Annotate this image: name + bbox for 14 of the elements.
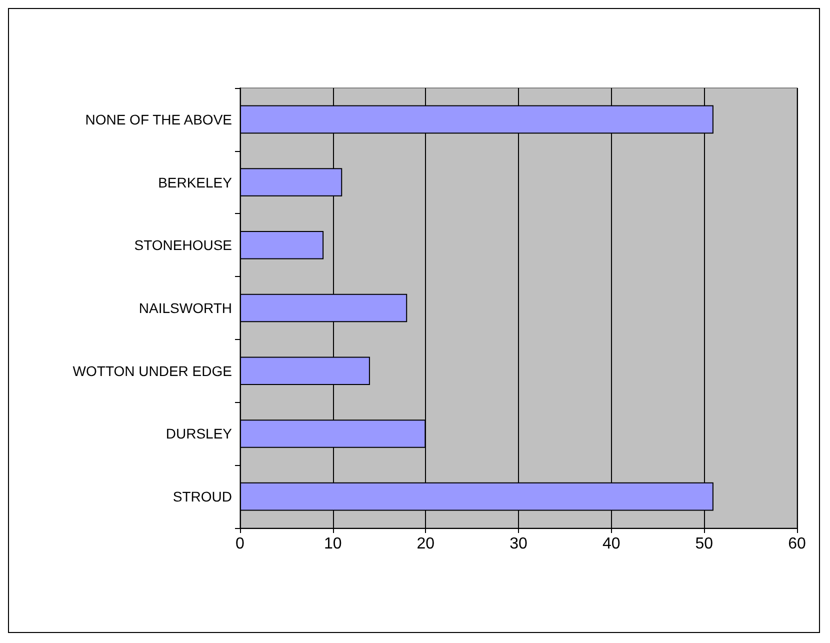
x-tick-label: 20 [416, 536, 435, 552]
x-tick-label: 50 [695, 536, 714, 552]
y-tick-label: DURSLEY [166, 426, 233, 442]
y-tick-label: WOTTON UNDER EDGE [72, 362, 232, 379]
x-tick-label: 0 [236, 536, 245, 552]
x-tick-label: 60 [788, 536, 806, 552]
x-tick-label: 30 [510, 536, 528, 552]
y-tick-label: STROUD [172, 488, 232, 505]
x-tick-label: 40 [602, 536, 620, 552]
y-tick-label: NONE OF THE ABOVE [85, 111, 232, 128]
y-tick-label: NAILSWORTH [138, 300, 232, 316]
y-tick-label: STONEHOUSE [134, 237, 232, 254]
y-tick-label: BERKELEY [158, 174, 233, 190]
x-tick-label: 10 [324, 536, 342, 552]
